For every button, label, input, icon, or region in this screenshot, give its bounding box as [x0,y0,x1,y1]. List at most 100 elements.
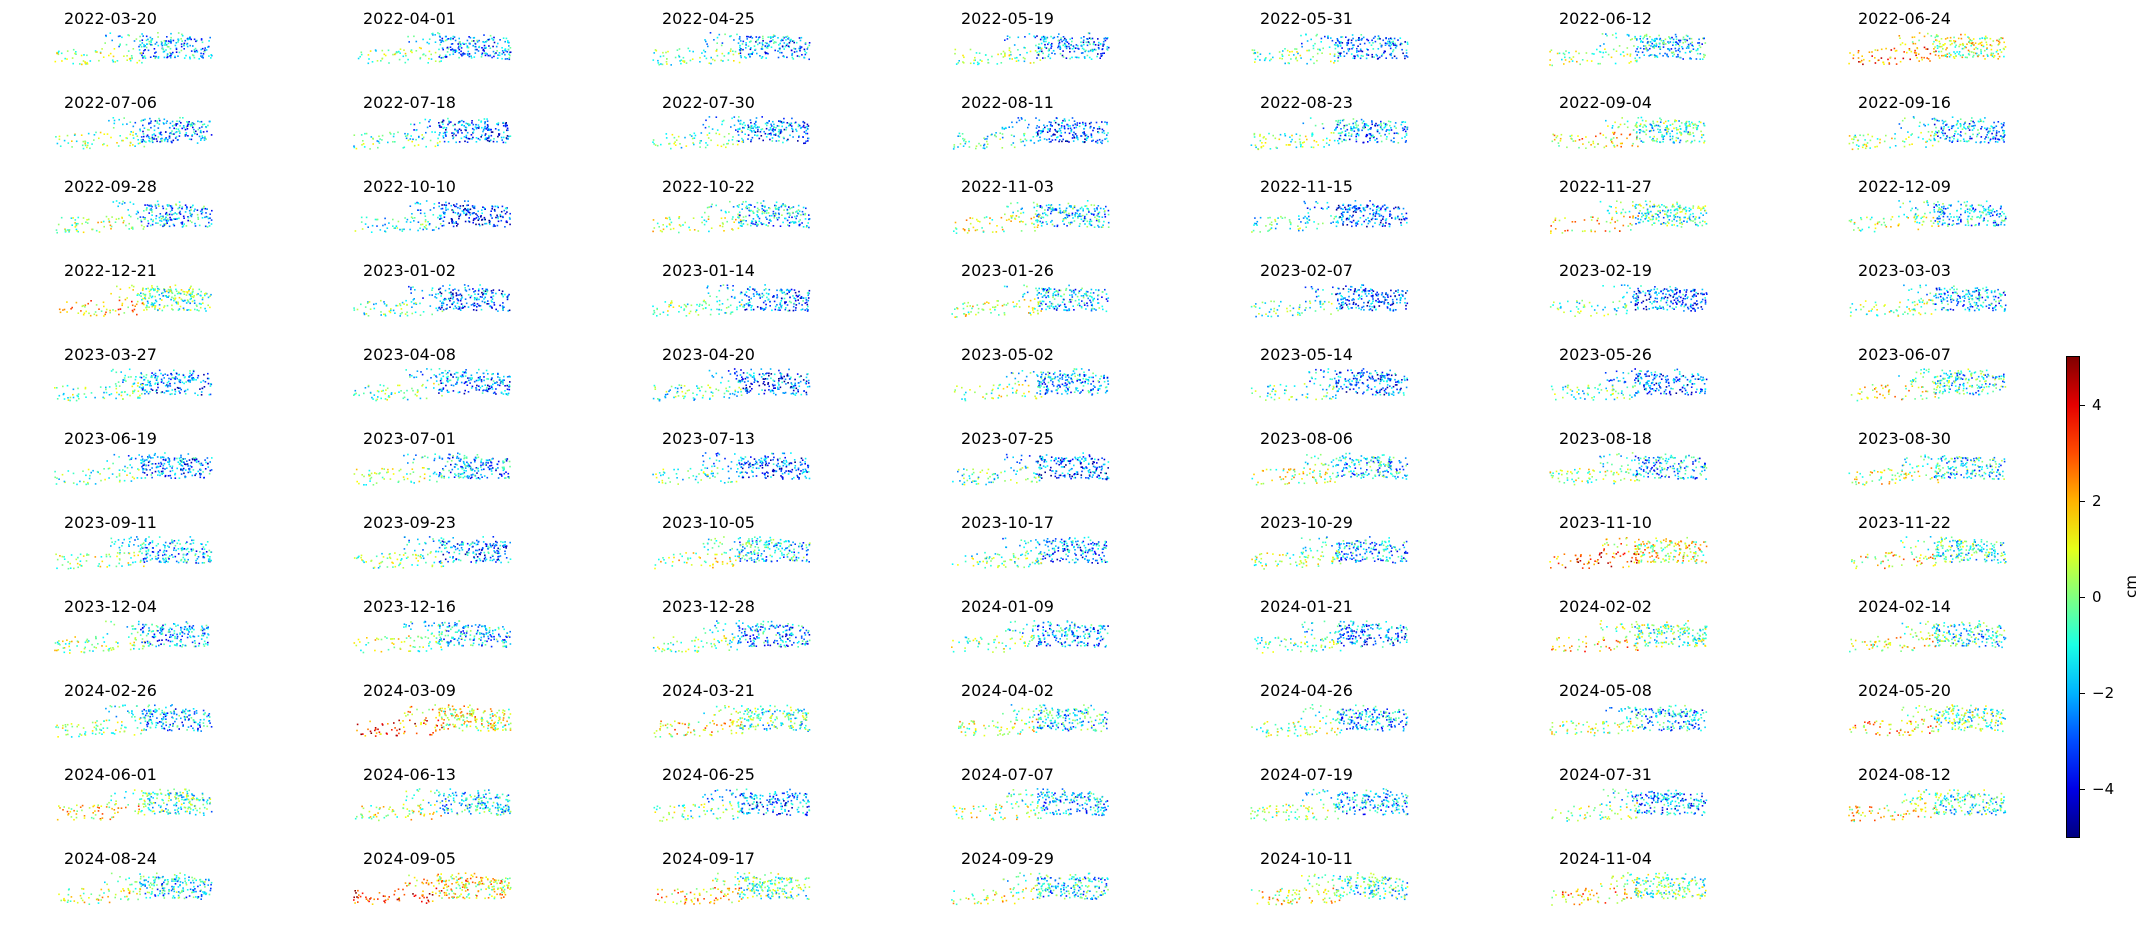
scatter-point [203,123,206,125]
scatter-point [1371,56,1374,58]
scatter-point [1607,125,1609,127]
scatter-point [1380,135,1382,137]
scatter-point [470,134,473,136]
scatter-point [782,141,784,144]
scatter-point [468,53,471,55]
subplot-panel: 2022-03-20 [44,6,244,76]
scatter-point [190,138,193,141]
scatter-point [1104,39,1107,42]
scatter-point [1698,140,1701,143]
scatter-point [143,127,146,129]
scatter-point [768,222,770,224]
scatter-point [1382,215,1385,218]
scatter-point [798,124,801,127]
scatter-point [1697,125,1699,127]
scatter-point [86,219,88,221]
scatter-point [1865,143,1867,146]
scatter-point [183,48,185,50]
scatter-point [457,131,459,134]
scatter-point [1101,52,1104,55]
scatter-point [1082,220,1085,222]
scatter-point [428,57,430,60]
scatter-point [362,143,365,145]
scatter-point [1923,56,1925,59]
scatter-point [1955,130,1957,133]
scatter-point [772,34,775,36]
scatter-point [1619,123,1622,126]
scatter-point [1371,217,1374,220]
scatter-point [1080,135,1082,137]
scatter-point [1901,42,1904,44]
scatter-point [1337,39,1339,42]
scatter-point [668,143,670,145]
scatter-point [776,218,779,221]
scatter-point [1384,208,1387,210]
scatter-point [181,223,183,225]
scatter-point [724,217,726,219]
scatter-point [1634,37,1636,40]
scatter-point [984,54,987,56]
scatter-point [177,41,179,43]
scatter-point [151,38,154,40]
scatter-point [1337,119,1340,122]
scatter-point [1880,48,1883,51]
scatter-point [128,34,130,37]
scatter-point [1382,39,1384,42]
scatter-point [1080,206,1083,209]
scatter-point [793,41,795,44]
scatter-point [1651,124,1653,127]
scatter-point [1944,138,1946,140]
scatter-point [973,62,975,65]
scatter-point [720,209,723,212]
scatter-point [1663,135,1666,137]
scatter-point [467,210,469,213]
scatter-point [181,34,184,37]
scatter-point [442,123,444,126]
scatter-point [1565,50,1567,52]
scatter-point [1386,206,1389,209]
scatter-point [1993,121,1995,124]
scatter-point [1348,123,1351,125]
scatter-point [1082,52,1084,54]
scatter-point [1664,43,1667,45]
scatter-point [1092,42,1095,45]
scatter-point [1957,37,1960,40]
scatter-point [1646,38,1649,40]
scatter-point [1064,37,1066,40]
scatter-point [378,135,380,138]
scatter-point [652,59,655,61]
scatter-point [167,40,170,42]
scatter-point [1992,127,1995,129]
scatter-point [1655,42,1658,45]
scatter-point [777,130,780,133]
scatter-point [1680,122,1683,124]
scatter-point [1994,140,1997,143]
scatter-point [1064,44,1067,46]
scatter-point [434,145,437,148]
scatter-point [989,217,991,219]
scatter-point [1348,138,1351,141]
scatter-point [1344,130,1347,132]
scatter-point [165,223,167,225]
scatter-point [1634,57,1636,60]
scatter-point [1044,209,1046,211]
scatter-point [1083,48,1085,51]
scatter-point [997,53,999,56]
scatter-point [208,221,210,224]
scatter-point [1672,41,1675,44]
scatter-point [148,212,150,214]
scatter-point [1623,123,1626,125]
scatter-point [1958,53,1960,55]
scatter-point [721,52,724,55]
scatter-point [98,59,100,62]
scatter-point [1038,129,1040,132]
scatter-point [1635,125,1638,127]
scatter-point [1924,124,1926,127]
scatter-point [1944,55,1947,57]
scatter-point [140,219,142,222]
scatter-point [784,217,787,220]
scatter-point [1374,35,1376,38]
scatter-point [362,140,364,142]
scatter-point [1101,121,1103,123]
scatter-point [690,135,693,137]
